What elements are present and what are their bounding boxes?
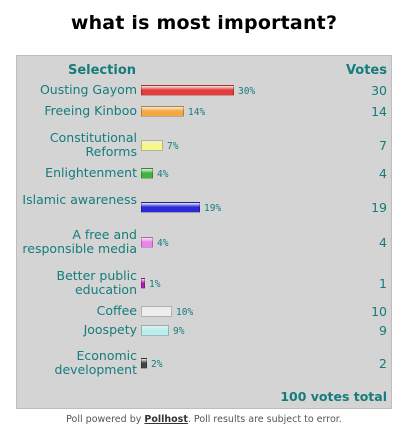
pollhost-link[interactable]: Pollhost (144, 414, 188, 425)
option-percent: 14% (188, 107, 206, 118)
option-votes: 4 (379, 235, 387, 250)
selection-header: Selection (67, 63, 136, 78)
option-percent: 4% (157, 238, 169, 249)
option-label: Joospety (83, 322, 137, 337)
footer-suffix: . Poll results are subject to error. (187, 414, 342, 425)
option-bar (141, 237, 153, 248)
option-bar (141, 168, 153, 179)
votes-header: Votes (345, 63, 387, 78)
option-percent: 2% (151, 359, 163, 370)
option-row: Freeing Kinboo 14% 14 (17, 104, 391, 120)
option-votes: 14 (371, 104, 387, 119)
option-percent: 10% (176, 307, 194, 318)
option-label: A free and responsible media (22, 227, 137, 256)
option-label: Enlightenment (45, 165, 137, 180)
option-bar (141, 140, 163, 151)
poll-results: Selection Votes Ousting Gayom 30% 30 Freein… (16, 55, 392, 409)
option-row: Coffee 10% 10 (17, 304, 391, 320)
option-percent: 9% (173, 326, 185, 337)
option-bar (141, 106, 184, 117)
option-label: Islamic awareness (22, 192, 137, 207)
option-percent: 19% (204, 203, 222, 214)
option-bar (141, 278, 145, 289)
option-label: Freeing Kinboo (44, 103, 137, 118)
option-label: Economic development (54, 348, 137, 377)
option-votes: 10 (371, 304, 387, 319)
option-percent: 4% (157, 169, 169, 180)
option-label: Coffee (96, 303, 137, 318)
option-votes: 7 (379, 138, 387, 153)
option-row: Better public education 1% 1 (17, 269, 391, 299)
option-bar (141, 358, 147, 369)
option-votes: 1 (379, 276, 387, 291)
option-bar (141, 202, 200, 213)
option-row: Enlightenment 4% 4 (17, 166, 391, 182)
total-votes: 100 votes total (280, 389, 387, 404)
option-row: Economic development 2% 2 (17, 349, 391, 379)
option-label: Better public education (56, 268, 137, 297)
option-row: Islamic awareness 19% 19 (17, 193, 391, 223)
option-votes: 2 (379, 356, 387, 371)
option-label: Ousting Gayom (39, 82, 137, 97)
option-percent: 1% (149, 279, 161, 290)
option-row: Constitutional Reforms 7% 7 (17, 131, 391, 161)
option-votes: 30 (371, 83, 387, 98)
option-percent: 30% (238, 86, 256, 97)
option-votes: 9 (379, 323, 387, 338)
option-label: Constitutional Reforms (49, 130, 137, 159)
option-row: A free and responsible media 4% 4 (17, 228, 391, 258)
option-percent: 7% (167, 141, 179, 152)
option-votes: 4 (379, 166, 387, 181)
footer-prefix: Poll powered by (66, 414, 145, 425)
option-bar (141, 85, 234, 96)
option-bar (141, 325, 169, 336)
option-row: Joospety 9% 9 (17, 323, 391, 339)
poll-footer: Poll powered by Pollhost. Poll results a… (0, 414, 408, 425)
option-bar (141, 306, 172, 317)
poll-title: what is most important? (70, 12, 338, 34)
option-row: Ousting Gayom 30% 30 (17, 83, 391, 99)
option-votes: 19 (371, 200, 387, 215)
